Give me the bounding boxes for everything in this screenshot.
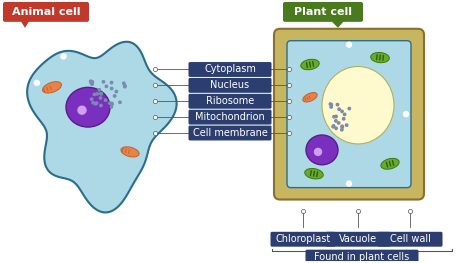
Circle shape xyxy=(124,85,126,88)
Circle shape xyxy=(113,95,116,97)
Circle shape xyxy=(115,90,118,93)
Circle shape xyxy=(123,82,125,84)
Ellipse shape xyxy=(371,53,389,63)
Circle shape xyxy=(90,82,92,84)
Circle shape xyxy=(100,92,102,95)
Circle shape xyxy=(335,127,337,129)
Polygon shape xyxy=(20,20,30,28)
Circle shape xyxy=(335,115,337,118)
Text: Ribosome: Ribosome xyxy=(206,96,254,106)
Circle shape xyxy=(124,84,126,87)
Circle shape xyxy=(346,181,352,186)
Circle shape xyxy=(330,103,332,106)
Circle shape xyxy=(100,97,102,99)
Text: Cell membrane: Cell membrane xyxy=(192,128,267,138)
Circle shape xyxy=(332,125,335,127)
Polygon shape xyxy=(330,20,345,28)
FancyBboxPatch shape xyxy=(189,110,272,125)
Text: Mitochondrion: Mitochondrion xyxy=(195,112,265,122)
FancyBboxPatch shape xyxy=(287,41,411,188)
FancyBboxPatch shape xyxy=(274,29,424,200)
Text: Found in plant cells: Found in plant cells xyxy=(314,252,410,262)
Polygon shape xyxy=(27,42,177,213)
Text: Animal cell: Animal cell xyxy=(12,7,80,17)
Text: Plant cell: Plant cell xyxy=(294,7,352,17)
Circle shape xyxy=(111,103,113,105)
FancyBboxPatch shape xyxy=(306,250,419,263)
Circle shape xyxy=(336,103,339,106)
Circle shape xyxy=(332,125,334,128)
FancyBboxPatch shape xyxy=(326,232,391,247)
Circle shape xyxy=(34,80,39,85)
Circle shape xyxy=(94,103,97,105)
Circle shape xyxy=(110,81,113,84)
Circle shape xyxy=(341,125,343,128)
Circle shape xyxy=(91,83,93,85)
Ellipse shape xyxy=(121,147,139,157)
Text: Vacuole: Vacuole xyxy=(339,234,377,244)
Text: Cell wall: Cell wall xyxy=(390,234,430,244)
Circle shape xyxy=(110,87,113,90)
Circle shape xyxy=(98,89,100,91)
Ellipse shape xyxy=(66,87,110,127)
Circle shape xyxy=(341,110,343,113)
Ellipse shape xyxy=(303,93,317,102)
FancyBboxPatch shape xyxy=(271,232,336,247)
Circle shape xyxy=(96,93,99,95)
Circle shape xyxy=(109,102,111,104)
FancyBboxPatch shape xyxy=(189,62,272,77)
Circle shape xyxy=(105,85,108,88)
Text: Chloroplast: Chloroplast xyxy=(275,234,331,244)
Circle shape xyxy=(315,148,321,155)
Circle shape xyxy=(91,81,93,83)
Circle shape xyxy=(110,102,113,105)
Circle shape xyxy=(100,104,102,107)
Circle shape xyxy=(91,98,93,100)
Text: Cytoplasm: Cytoplasm xyxy=(204,64,256,74)
Circle shape xyxy=(78,106,86,114)
Circle shape xyxy=(348,107,350,110)
Circle shape xyxy=(100,93,102,95)
Circle shape xyxy=(335,120,337,122)
Circle shape xyxy=(341,129,343,131)
Circle shape xyxy=(104,99,107,101)
Ellipse shape xyxy=(306,135,338,165)
Circle shape xyxy=(337,122,340,124)
Circle shape xyxy=(330,106,332,108)
Circle shape xyxy=(119,101,121,104)
Circle shape xyxy=(403,112,409,117)
Circle shape xyxy=(102,80,105,83)
Circle shape xyxy=(343,118,345,120)
Circle shape xyxy=(92,102,94,104)
Ellipse shape xyxy=(322,67,394,144)
FancyBboxPatch shape xyxy=(189,78,272,93)
FancyBboxPatch shape xyxy=(189,125,272,140)
Ellipse shape xyxy=(43,82,62,93)
FancyBboxPatch shape xyxy=(283,2,363,22)
Circle shape xyxy=(95,102,98,104)
Circle shape xyxy=(90,80,92,82)
Circle shape xyxy=(110,106,112,108)
Circle shape xyxy=(346,42,352,47)
Circle shape xyxy=(346,124,348,126)
Circle shape xyxy=(61,54,66,59)
Circle shape xyxy=(338,108,340,110)
Circle shape xyxy=(344,113,346,115)
Circle shape xyxy=(329,103,332,105)
FancyBboxPatch shape xyxy=(377,232,443,247)
Ellipse shape xyxy=(381,158,399,169)
Text: Nucleus: Nucleus xyxy=(210,80,250,90)
Circle shape xyxy=(341,126,344,128)
Circle shape xyxy=(333,115,335,118)
Circle shape xyxy=(27,135,32,140)
FancyBboxPatch shape xyxy=(189,94,272,109)
Ellipse shape xyxy=(301,59,319,70)
Ellipse shape xyxy=(305,169,323,179)
FancyBboxPatch shape xyxy=(3,2,89,22)
Circle shape xyxy=(93,93,96,96)
